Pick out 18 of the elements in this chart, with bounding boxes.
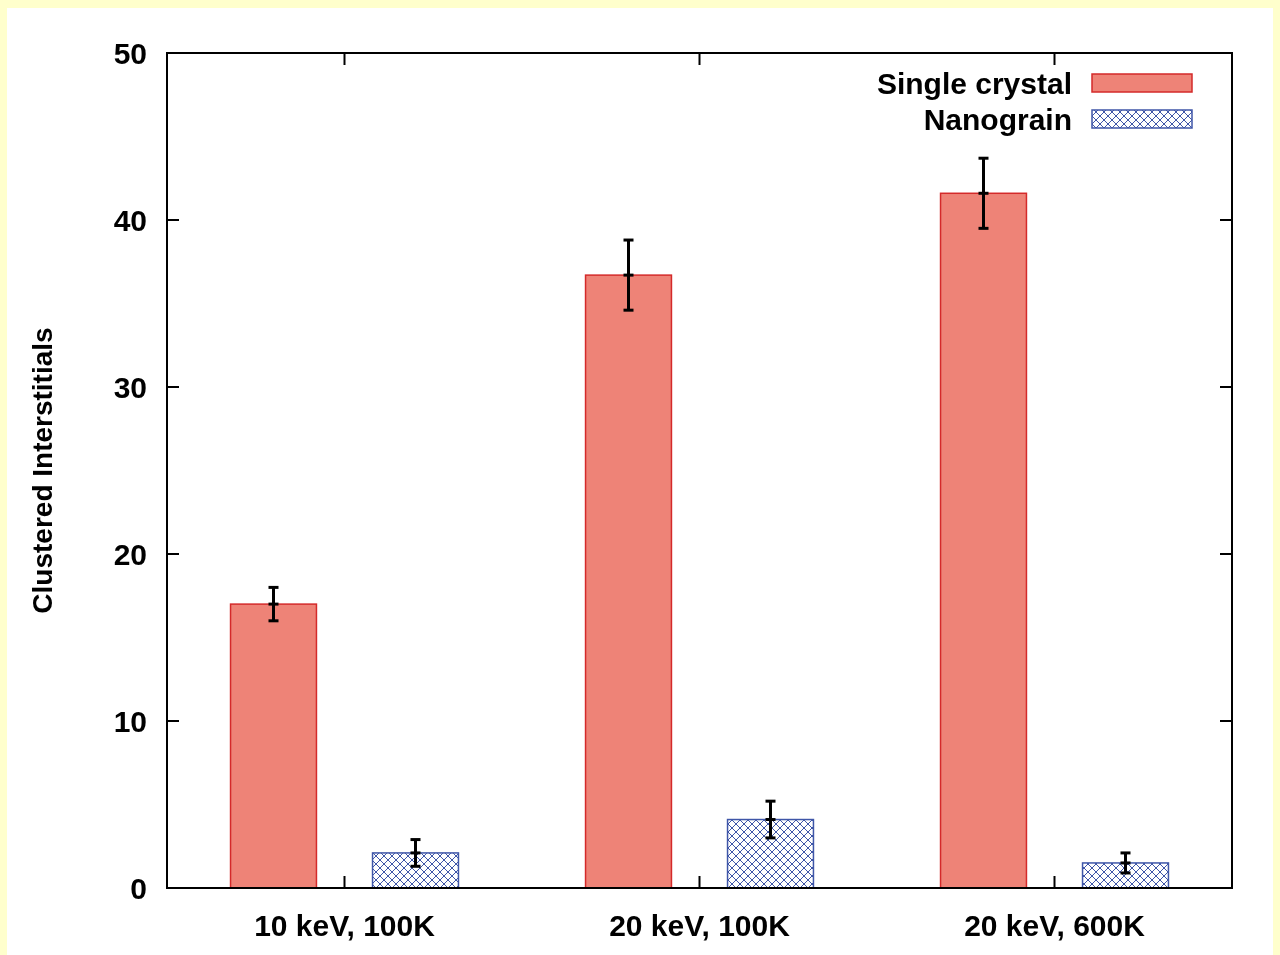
x-tick-label: 10 keV, 100K (254, 909, 436, 942)
bar (229, 603, 318, 889)
bar (1081, 862, 1170, 889)
y-tick-label: 50 (113, 36, 147, 70)
y-tick-label: 10 (113, 704, 147, 738)
bar (726, 818, 815, 889)
y-axis-title: Clustered Interstitials (27, 327, 58, 614)
legend-label: Nanograin (923, 102, 1072, 136)
y-tick-label: 0 (130, 871, 147, 905)
bar (939, 192, 1028, 889)
bar (584, 274, 673, 889)
bar (371, 852, 460, 889)
y-tick-label: 20 (113, 537, 147, 571)
x-tick-label: 20 keV, 600K (964, 909, 1146, 942)
x-tick-label: 20 keV, 100K (609, 909, 791, 942)
y-tick-label: 40 (113, 203, 147, 237)
legend-label: Single crystal (876, 66, 1072, 100)
y-tick-label: 30 (113, 370, 147, 404)
